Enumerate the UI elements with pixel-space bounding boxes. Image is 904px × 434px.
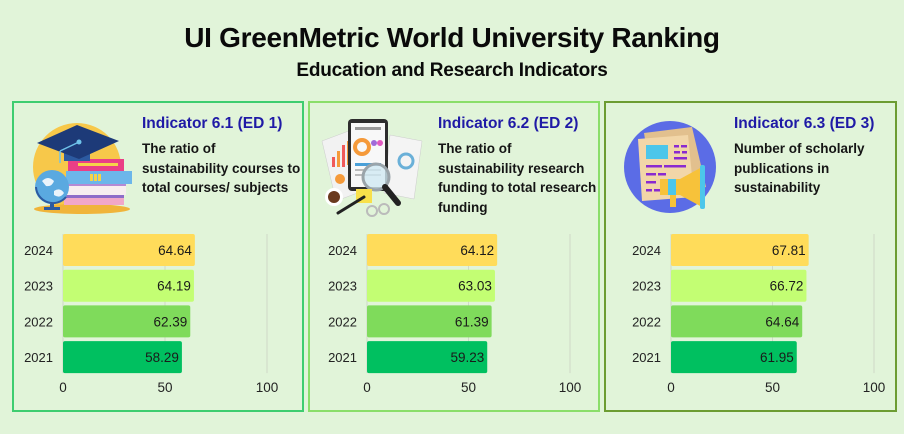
x-tick-label: 0 (667, 380, 675, 395)
y-tick-label: 2021 (24, 350, 53, 365)
bar-2021 (63, 341, 182, 374)
bar-2023 (671, 269, 807, 302)
y-tick-label: 2024 (328, 243, 357, 258)
page-title: UI GreenMetric World University Ranking (184, 22, 720, 53)
x-tick-label: 100 (256, 380, 279, 395)
indicator-description: The ratio of sustainability courses to t… (142, 141, 301, 195)
bar-2024 (63, 234, 195, 266)
data-label: 67.81 (772, 243, 806, 258)
x-tick-label: 50 (461, 380, 476, 395)
indicator-title: Indicator 6.3 (ED 3) (734, 115, 875, 132)
indicator-title: Indicator 6.2 (ED 2) (438, 115, 579, 132)
indicator-panel-6-3: Indicator 6.3 (ED 3) Number of scholarly… (604, 101, 897, 412)
y-tick-label: 2024 (632, 243, 661, 258)
bar-2023 (63, 269, 194, 302)
y-tick-label: 2023 (24, 279, 53, 294)
bar-2023 (367, 269, 495, 302)
bar-2024 (367, 234, 498, 266)
indicator-description: Number of scholarly publications in sust… (734, 141, 865, 195)
indicator-panel-6-1: Indicator 6.1 (ED 1) The ratio of sustai… (12, 101, 304, 412)
bar-2024 (671, 234, 809, 266)
data-label: 64.64 (765, 314, 799, 329)
x-tick-label: 50 (157, 380, 172, 395)
x-tick-label: 100 (559, 380, 582, 395)
data-label: 62.39 (153, 314, 187, 329)
data-label: 61.95 (760, 350, 794, 365)
y-tick-label: 2022 (24, 314, 53, 329)
y-tick-label: 2022 (328, 314, 357, 329)
y-tick-label: 2022 (632, 314, 661, 329)
x-tick-label: 50 (765, 380, 780, 395)
data-label: 64.64 (158, 243, 192, 258)
y-tick-label: 2021 (328, 350, 357, 365)
data-label: 59.23 (450, 350, 484, 365)
data-label: 58.29 (145, 350, 179, 365)
data-label: 64.19 (157, 279, 191, 294)
bar-2021 (367, 341, 488, 374)
y-tick-label: 2023 (328, 279, 357, 294)
bar-chart-6-1: 2024 64.64 2023 64.19 2022 62.39 2021 58.29 0 50 1… (14, 225, 304, 395)
bar-2022 (63, 305, 191, 338)
data-label: 64.12 (460, 243, 494, 258)
indicator-description: The ratio of sustainability research fun… (438, 141, 597, 215)
bar-2021 (671, 341, 797, 374)
page-subtitle: Education and Research Indicators (296, 60, 608, 81)
y-tick-label: 2021 (632, 350, 661, 365)
graduation-books-globe-icon (22, 111, 134, 221)
x-tick-label: 100 (863, 380, 886, 395)
data-label: 63.03 (458, 279, 492, 294)
data-label: 61.39 (455, 314, 489, 329)
y-tick-label: 2024 (24, 243, 53, 258)
research-documents-magnifier-icon (318, 111, 428, 221)
y-tick-label: 2023 (632, 279, 661, 294)
x-tick-label: 0 (363, 380, 371, 395)
bar-chart-6-2: 2024 64.12 2023 63.03 2022 61.39 2021 59.23 0 50 1… (310, 225, 600, 395)
indicator-panel-6-2: Indicator 6.2 (ED 2) The ratio of sustai… (308, 101, 600, 412)
indicator-title: Indicator 6.1 (ED 1) (142, 115, 283, 132)
x-tick-label: 0 (59, 380, 67, 395)
data-label: 66.72 (770, 279, 804, 294)
bar-2022 (671, 305, 803, 338)
bar-2022 (367, 305, 492, 338)
bar-chart-6-3: 2024 67.81 2023 66.72 2022 64.64 2021 61.95 0 50 1… (606, 225, 896, 395)
publications-megaphone-icon (614, 111, 724, 221)
